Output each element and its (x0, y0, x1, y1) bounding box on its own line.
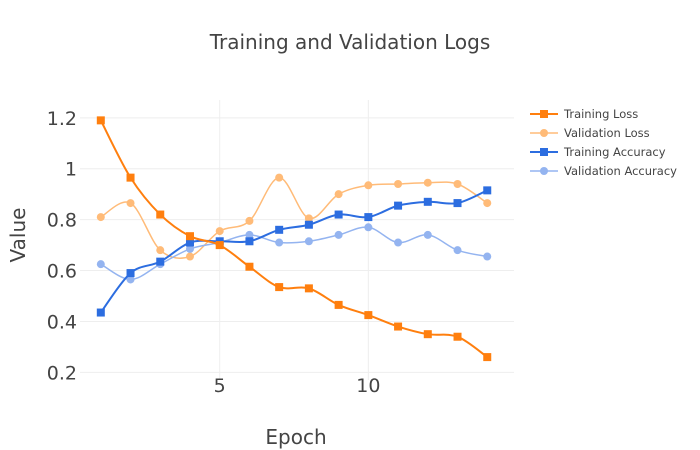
training-loss-point (423, 330, 432, 339)
validation-loss-point (364, 181, 373, 190)
legend: Training Loss Validation Loss Training Acc… (530, 107, 677, 178)
training-accuracy-point (275, 225, 284, 234)
training-accuracy-point (96, 308, 105, 317)
tick-labels: 0.2 0.4 0.6 0.8 1 1.2 5 10 (47, 108, 381, 397)
training-accuracy-point (453, 199, 462, 208)
training-accuracy-point (185, 238, 194, 247)
training-accuracy-point (423, 197, 432, 206)
y-tick-label: 0.4 (47, 311, 77, 333)
training-accuracy-point (483, 186, 492, 195)
x-axis-title: Epoch (265, 425, 326, 449)
training-accuracy-point (126, 269, 135, 278)
legend-label: Training Loss (563, 107, 638, 121)
validation-loss-point (215, 227, 224, 236)
validation-loss-point (245, 216, 254, 225)
legend-marker (540, 148, 548, 156)
training-loss-point (334, 300, 343, 309)
validation-loss-point (483, 199, 492, 208)
chart-title: Training and Validation Logs (209, 30, 491, 54)
validation-loss-point (423, 178, 432, 187)
y-tick-label: 0.6 (47, 261, 77, 283)
validation-accuracy-point (394, 238, 403, 247)
legend-marker (540, 167, 548, 175)
x-tick-label: 5 (214, 375, 226, 397)
series-training-accuracy (96, 186, 492, 317)
validation-loss-point (156, 246, 165, 255)
legend-label: Validation Loss (564, 126, 650, 140)
validation-accuracy-point (304, 237, 313, 246)
training-loss-point (215, 241, 224, 250)
training-loss-point (483, 353, 492, 362)
training-loss-point (126, 173, 135, 182)
legend-label: Validation Accuracy (564, 164, 677, 178)
series-validation-accuracy (96, 223, 492, 284)
training-loss-point (96, 116, 105, 125)
legend-item-validation-loss[interactable]: Validation Loss (530, 126, 650, 140)
training-loss-point (275, 283, 284, 292)
training-loss-point (156, 210, 165, 219)
grid (80, 100, 514, 380)
validation-loss-point (394, 180, 403, 188)
training-accuracy-point (245, 237, 254, 246)
training-loss-point (304, 284, 313, 293)
y-tick-label: 1 (65, 159, 77, 181)
validation-accuracy-point (126, 275, 135, 284)
validation-accuracy-point (245, 230, 254, 239)
validation-accuracy-point (364, 223, 373, 232)
legend-item-training-accuracy[interactable]: Training Accuracy (530, 145, 666, 159)
training-loss-point (245, 262, 254, 271)
validation-loss-point (275, 173, 284, 182)
series-layer (96, 116, 492, 362)
training-loss-point (185, 232, 194, 241)
legend-item-training-loss[interactable]: Training Loss (530, 107, 638, 121)
training-accuracy-point (364, 213, 373, 222)
validation-accuracy-point (275, 238, 284, 247)
x-tick-label: 10 (356, 375, 380, 397)
training-accuracy-point (156, 257, 165, 266)
validation-accuracy-point (453, 246, 462, 255)
y-tick-label: 0.2 (47, 362, 77, 384)
training-loss-point (364, 311, 373, 320)
validation-loss-point (304, 214, 313, 223)
validation-loss-point (96, 213, 105, 222)
validation-accuracy-point (483, 252, 492, 261)
training-accuracy-point (334, 210, 343, 219)
series-training-loss (96, 116, 492, 362)
validation-loss-point (453, 180, 462, 188)
legend-marker (540, 110, 548, 118)
legend-marker (540, 129, 548, 137)
validation-accuracy-point (96, 260, 105, 269)
y-tick-label: 1.2 (47, 108, 77, 130)
validation-loss-point (126, 199, 135, 208)
training-accuracy-point (394, 201, 403, 210)
validation-accuracy-point (334, 230, 343, 239)
validation-accuracy-point (185, 244, 194, 253)
validation-accuracy-point (423, 230, 432, 239)
y-tick-label: 0.8 (47, 210, 77, 232)
series-validation-loss (96, 173, 492, 261)
validation-loss-point (334, 190, 343, 199)
legend-label: Training Accuracy (563, 145, 666, 159)
training-accuracy-point (304, 220, 313, 229)
training-loss-point (394, 322, 403, 331)
validation-loss-point (185, 252, 194, 261)
y-axis-title: Value (6, 208, 30, 263)
legend-item-validation-accuracy[interactable]: Validation Accuracy (530, 164, 677, 178)
training-loss-point (453, 332, 462, 341)
